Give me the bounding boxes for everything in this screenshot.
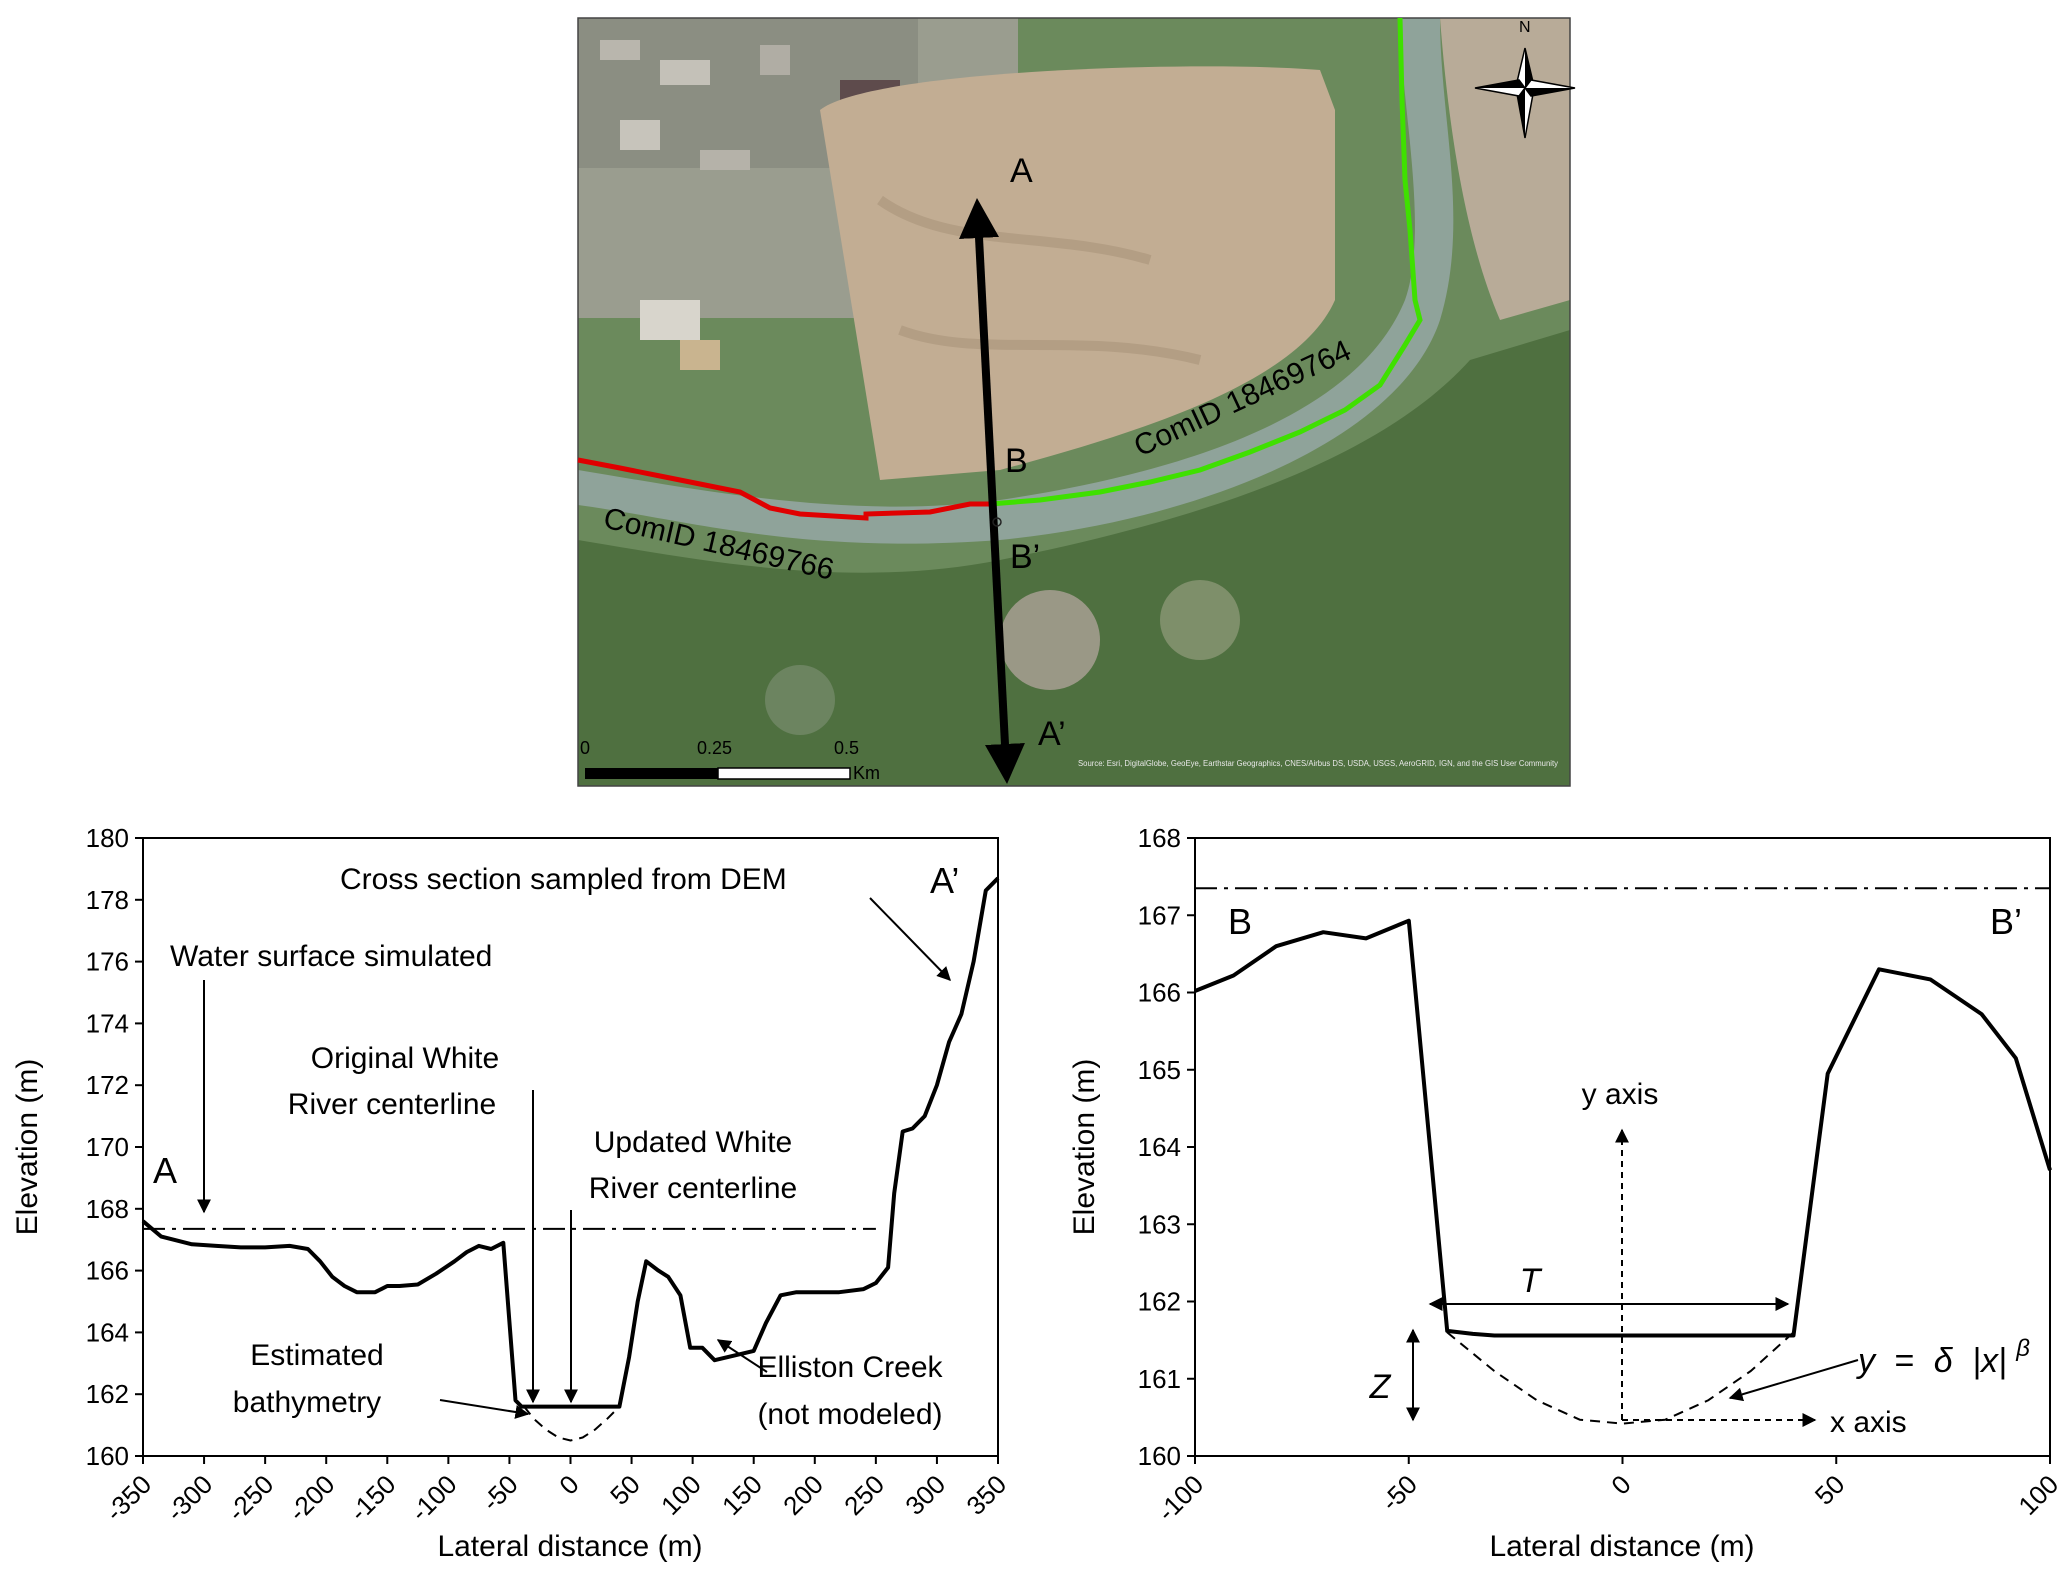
reach-line-upstream <box>989 17 1423 507</box>
north-label: N <box>1519 19 1531 36</box>
y-tick-label: 168 <box>86 1194 129 1224</box>
scale-unit: Km <box>853 763 880 783</box>
depth-label: Z <box>1369 1368 1392 1406</box>
annotation-bathymetry-2: bathymetry <box>233 1386 381 1419</box>
map-label-b-prime: B’ <box>1010 538 1040 576</box>
annotation-original-centerline-2: River centerline <box>288 1088 496 1121</box>
map-label-a: A <box>1010 152 1033 190</box>
top-width-label: T <box>1520 1262 1543 1300</box>
y-tick-label: 168 <box>1138 823 1181 853</box>
transect-river-crossing <box>992 517 1002 527</box>
annotation-updated-centerline-2: River centerline <box>589 1172 797 1205</box>
x-tick-label: -50 <box>1375 1469 1423 1517</box>
map-frame <box>577 17 1571 787</box>
label-a: A <box>153 1150 177 1191</box>
arrow-elliston <box>716 1339 768 1373</box>
scale-label-025: 0.25 <box>697 738 732 758</box>
equation: y = δ |x| β <box>1856 1335 2030 1380</box>
transect-arrow <box>959 198 1025 784</box>
map-attribution: Source: Esri, DigitalGlobe, GeoEye, Eart… <box>1078 759 1558 768</box>
y-axis-title: Elevation (m) <box>11 1059 44 1236</box>
reach-line-downstream <box>577 457 990 521</box>
y-tick-label: 174 <box>86 1008 129 1038</box>
annotation-original-centerline-1: Original White <box>311 1042 499 1075</box>
x-axis-note: x axis <box>1830 1406 1907 1439</box>
annotation-bathymetry-1: Estimated <box>250 1339 383 1372</box>
x-axis-title: Lateral distance (m) <box>437 1530 702 1563</box>
series-line-dashed <box>1446 1331 1795 1425</box>
scale-label-05: 0.5 <box>834 738 859 758</box>
y-tick-label: 166 <box>86 1256 129 1286</box>
y-tick-label: 172 <box>86 1070 129 1100</box>
y-tick-label: 176 <box>86 947 129 977</box>
series-line-solid <box>1194 918 2052 1338</box>
y-axis-note: y axis <box>1582 1078 1659 1111</box>
map-label-a-prime: A’ <box>1038 715 1066 753</box>
y-tick-label: 180 <box>86 823 129 853</box>
y-axis-title: Elevation (m) <box>1068 1059 1101 1236</box>
y-tick-label: 164 <box>86 1317 129 1347</box>
north-arrow-icon <box>1474 47 1576 139</box>
x-axis-title: Lateral distance (m) <box>1489 1530 1754 1563</box>
y-tick-label: 161 <box>1138 1364 1181 1394</box>
y-tick-label: 178 <box>86 885 129 915</box>
label-a-prime: A’ <box>930 860 959 901</box>
series-line-dashed <box>523 1405 621 1442</box>
y-tick-label: 170 <box>86 1132 129 1162</box>
x-tick-label: 50 <box>1809 1469 1851 1511</box>
y-tick-label: 160 <box>1138 1441 1181 1471</box>
y-tick-label: 160 <box>86 1441 129 1471</box>
y-tick-label: 163 <box>1138 1209 1181 1239</box>
annotation-updated-centerline-1: Updated White <box>594 1126 792 1159</box>
y-tick-label: 167 <box>1138 900 1181 930</box>
y-tick-label: 162 <box>86 1379 129 1409</box>
x-tick-label: 0 <box>1605 1469 1636 1500</box>
annotation-dem: Cross section sampled from DEM <box>340 863 787 896</box>
annotation-elliston-2: (not modeled) <box>757 1398 942 1431</box>
y-tick-label: 164 <box>1138 1132 1181 1162</box>
equation-arrow <box>1728 1359 1859 1402</box>
y-tick-label: 162 <box>1138 1287 1181 1317</box>
series-line-solid <box>141 876 1000 1409</box>
x-tick-label: 100 <box>2012 1469 2064 1521</box>
y-tick-label: 165 <box>1138 1055 1181 1085</box>
map-label-b: B <box>1005 442 1028 480</box>
y-tick-label: 166 <box>1138 978 1181 1008</box>
annotation-water-surface: Water surface simulated <box>170 940 492 973</box>
scale-bar: 0 0.25 0.5 Km <box>580 738 880 783</box>
arrow-dem <box>869 897 951 982</box>
annotation-elliston-1: Elliston Creek <box>757 1351 943 1384</box>
label-b: B <box>1228 901 1252 942</box>
label-b-prime: B’ <box>1990 901 2022 942</box>
x-tick-label: -100 <box>1151 1469 1209 1527</box>
scale-label-0: 0 <box>580 738 590 758</box>
arrow-bathymetry <box>439 1399 530 1419</box>
